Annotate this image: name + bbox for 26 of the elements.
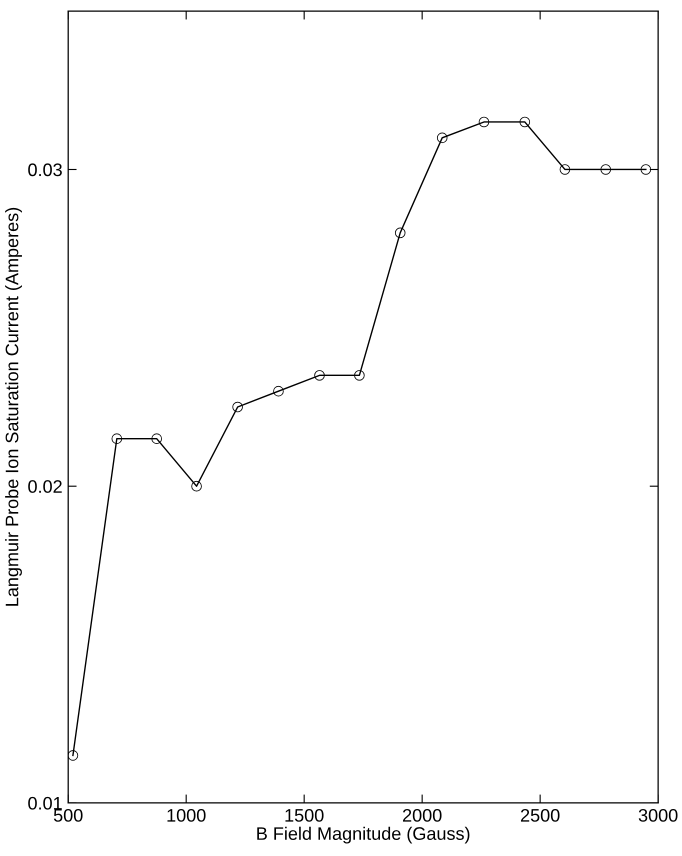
y-axis-title: Langmuir Probe Ion Saturation Current (Amperes) [5, 208, 22, 606]
point [520, 116, 530, 128]
x-tick-label: 1000 [167, 808, 206, 822]
x-tick-label: 3000 [638, 808, 678, 822]
x-tick-label: 2500 [520, 808, 560, 822]
point [478, 116, 490, 128]
x-tick-label: 1500 [285, 808, 324, 822]
point [191, 480, 202, 492]
point [560, 164, 570, 175]
point [640, 164, 652, 175]
point [354, 370, 365, 381]
x-axis-title: B Field Magnitude (Gauss) [257, 826, 470, 844]
point [600, 164, 612, 175]
point [112, 433, 122, 444]
point [314, 370, 325, 381]
point [436, 132, 448, 144]
point [151, 433, 162, 444]
x-tick-label: 2000 [402, 808, 442, 822]
point [232, 402, 243, 412]
point [273, 386, 284, 396]
y-tick-label: 0.02 [28, 480, 62, 493]
point [394, 228, 406, 238]
x-tick-label: 500 [54, 808, 83, 822]
y-tick-label: 0.03 [28, 163, 62, 176]
y-tick-label: 0.01 [28, 796, 62, 810]
point [68, 750, 78, 761]
